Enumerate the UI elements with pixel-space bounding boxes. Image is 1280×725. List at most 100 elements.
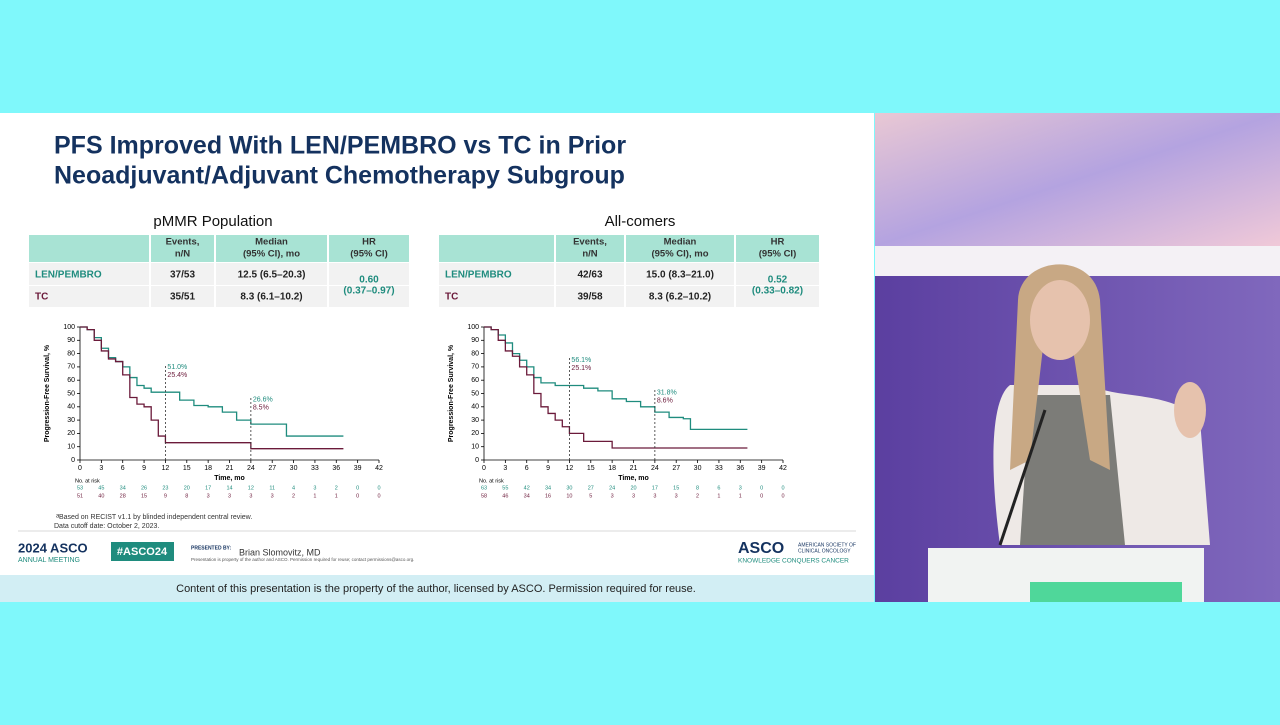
- table-cell: [151, 286, 214, 307]
- hazard-ratio-ci: (0.33–0.82): [752, 286, 803, 297]
- risk-value: 3: [675, 493, 678, 499]
- risk-value: 8: [696, 485, 699, 491]
- table-header-cell: [736, 235, 819, 262]
- table-header: HR: [771, 237, 785, 248]
- y-tick-label: 40: [471, 404, 479, 411]
- table-cell: [736, 286, 819, 307]
- risk-value: 34: [545, 485, 551, 491]
- table-value: 8.3 (6.1–10.2): [240, 292, 302, 303]
- x-tick-label: 42: [375, 465, 383, 472]
- table-header: (95% CI), mo: [651, 249, 708, 260]
- x-tick-label: 39: [354, 465, 362, 472]
- x-tick-label: 9: [546, 465, 550, 472]
- marker-label: 31.8%: [657, 390, 677, 397]
- y-tick-label: 20: [471, 430, 479, 437]
- x-tick-label: 36: [332, 465, 340, 472]
- risk-value: 45: [98, 485, 104, 491]
- table-header-cell: [329, 235, 409, 262]
- x-tick-label: 0: [482, 465, 486, 472]
- presented-by: PRESENTED BY:: [191, 545, 232, 551]
- marker-label: 51.0%: [167, 364, 187, 371]
- y-tick-label: 80: [67, 350, 75, 357]
- table-value: 35/51: [170, 292, 195, 303]
- caption-bar: [0, 575, 874, 602]
- marker-label: 25.4%: [167, 372, 187, 379]
- x-tick-label: 24: [247, 465, 255, 472]
- x-tick-label: 27: [672, 465, 680, 472]
- hashtag-badge: [111, 542, 174, 561]
- table-cell: [439, 286, 554, 307]
- y-axis-label: Progression-Free Survival, %: [44, 344, 51, 442]
- risk-value: 30: [566, 485, 572, 491]
- y-tick-label: 100: [63, 324, 75, 331]
- risk-value: 34: [524, 493, 530, 499]
- risk-value: 3: [653, 493, 656, 499]
- hazard-ratio: 0.60: [359, 275, 379, 286]
- logo: ASCO: [738, 540, 784, 557]
- table-header: n/N: [175, 249, 190, 260]
- panel-heading: pMMR Population: [153, 213, 272, 230]
- risk-value: 10: [566, 493, 572, 499]
- table-cell: [29, 263, 149, 285]
- y-tick-label: 50: [67, 390, 75, 397]
- table-value: 39/58: [577, 292, 602, 303]
- row-label: TC: [35, 292, 48, 303]
- meeting: ANNUAL MEETING: [18, 557, 80, 564]
- x-tick-label: 3: [503, 465, 507, 472]
- table-cell: [329, 263, 409, 285]
- x-tick-label: 15: [183, 465, 191, 472]
- presenter: Brian Slomovitz, MD: [239, 547, 321, 557]
- hazard-ratio-ci: (0.37–0.97): [343, 286, 394, 297]
- x-tick-label: 21: [226, 465, 234, 472]
- x-axis-label: Time, mo: [618, 475, 649, 482]
- risk-value: 58: [481, 493, 487, 499]
- risk-value: 23: [162, 485, 168, 491]
- risk-value: 2: [292, 493, 295, 499]
- risk-value: 55: [502, 485, 508, 491]
- table-cell: [736, 263, 819, 285]
- x-tick-label: 12: [162, 465, 170, 472]
- table-header: Events,: [166, 237, 200, 248]
- table-header-cell: [216, 235, 327, 262]
- risk-value: 15: [673, 485, 679, 491]
- risk-value: 11: [269, 485, 275, 491]
- logo-line: AMERICAN SOCIETY OF: [798, 542, 856, 548]
- table-cell: [216, 286, 327, 307]
- table-header: (95% CI): [350, 249, 387, 260]
- risk-value: 28: [120, 493, 126, 499]
- risk-value: 6: [717, 485, 720, 491]
- footnote-mark: a: [56, 514, 60, 520]
- x-tick-label: 33: [715, 465, 723, 472]
- marker-label: 8.5%: [253, 404, 269, 411]
- x-tick-label: 3: [99, 465, 103, 472]
- risk-value: 9: [164, 493, 167, 499]
- risk-value: 3: [228, 493, 231, 499]
- panel-heading: All-comers: [605, 213, 676, 230]
- risk-value: 5: [589, 493, 592, 499]
- risk-label: No. at risk: [75, 478, 100, 484]
- risk-value: 40: [98, 493, 104, 499]
- marker-label: 25.1%: [571, 365, 591, 372]
- x-tick-label: 18: [608, 465, 616, 472]
- risk-value: 3: [632, 493, 635, 499]
- x-tick-label: 6: [121, 465, 125, 472]
- table-header: Median: [255, 237, 288, 248]
- risk-value: 0: [356, 485, 359, 491]
- table-cell: [626, 286, 734, 307]
- data-cutoff: Data cutoff date: October 2, 2023.: [54, 523, 159, 530]
- row-label: LEN/PEMBRO: [35, 270, 102, 281]
- slide-title: Neoadjuvant/Adjuvant Chemotherapy Subgro…: [54, 162, 625, 190]
- table-header: (95% CI), mo: [243, 249, 300, 260]
- risk-value: 14: [226, 485, 232, 491]
- marker-label: 8.6%: [657, 398, 673, 405]
- x-tick-label: 24: [651, 465, 659, 472]
- y-tick-label: 20: [67, 430, 75, 437]
- risk-value: 46: [502, 493, 508, 499]
- x-tick-label: 27: [268, 465, 276, 472]
- x-tick-label: 15: [587, 465, 595, 472]
- risk-value: 8: [185, 493, 188, 499]
- row-label: TC: [445, 292, 458, 303]
- risk-value: 0: [356, 493, 359, 499]
- risk-value: 1: [313, 493, 316, 499]
- hashtag: #ASCO24: [117, 546, 168, 558]
